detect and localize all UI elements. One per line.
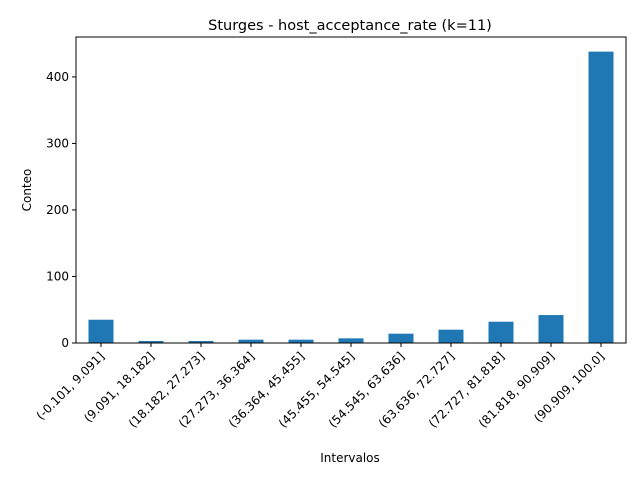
bar-8 bbox=[488, 321, 514, 343]
bars-group bbox=[88, 51, 614, 344]
y-tick-label-2: 200 bbox=[46, 203, 69, 217]
y-tick-label-0: 0 bbox=[61, 336, 69, 350]
bar-0 bbox=[88, 319, 114, 343]
y-tick-label-1: 100 bbox=[46, 269, 69, 283]
x-axis-label: Intervalos bbox=[320, 451, 380, 465]
bar-5 bbox=[338, 338, 364, 343]
bar-3 bbox=[238, 339, 264, 343]
plot-frame bbox=[75, 36, 627, 344]
y-axis-label: Conteo bbox=[20, 169, 34, 212]
bar-6 bbox=[388, 333, 414, 343]
x-axis: (-0.101, 9.091](9.091, 18.182](18.182, 2… bbox=[34, 343, 607, 431]
bar-10 bbox=[588, 51, 614, 344]
bar-2 bbox=[188, 341, 214, 343]
y-axis: 0 100 200 300 400 bbox=[46, 70, 76, 350]
chart-title: Sturges - host_acceptance_rate (k=11) bbox=[208, 18, 492, 34]
bar-7 bbox=[438, 329, 464, 343]
bar-4 bbox=[288, 339, 314, 343]
y-tick-label-3: 300 bbox=[46, 136, 69, 150]
y-tick-label-4: 400 bbox=[46, 70, 69, 84]
bar-1 bbox=[138, 341, 164, 343]
bar-9 bbox=[538, 315, 564, 343]
